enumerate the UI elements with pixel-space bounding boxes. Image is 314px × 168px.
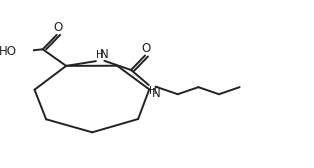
Text: O: O [53, 21, 63, 34]
Text: N: N [152, 87, 161, 100]
Text: HO: HO [0, 45, 17, 58]
Text: H: H [149, 86, 157, 96]
Text: N: N [100, 48, 108, 61]
Text: O: O [142, 42, 151, 55]
Text: H: H [96, 50, 104, 60]
